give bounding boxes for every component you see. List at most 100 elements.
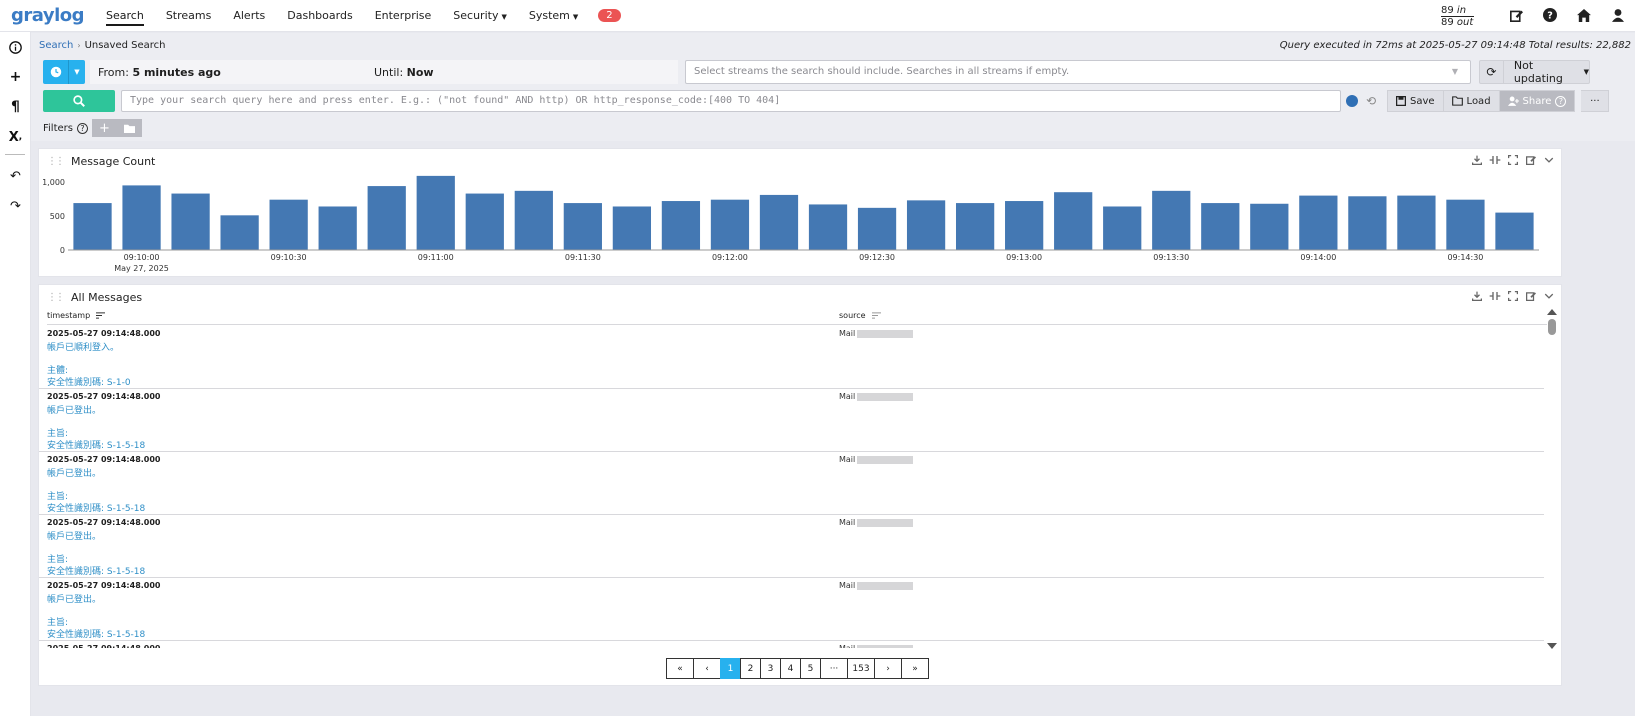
undo-icon[interactable]: ↶: [10, 168, 21, 184]
query-validation-icon[interactable]: [1346, 95, 1358, 107]
sort-icon[interactable]: [96, 312, 106, 319]
time-range-type-button[interactable]: ▼: [43, 60, 85, 84]
breadcrumb-search-link[interactable]: Search: [39, 40, 74, 51]
query-input[interactable]: Type your search query here and press en…: [121, 90, 1341, 112]
page-button-1[interactable]: ‹: [693, 658, 721, 679]
page-button-4[interactable]: 3: [760, 658, 781, 679]
variable-icon[interactable]: X,: [8, 129, 23, 145]
nav-item-alerts[interactable]: Alerts: [233, 8, 266, 22]
scrollbar[interactable]: [1547, 309, 1557, 649]
pilcrow-icon[interactable]: ¶: [11, 99, 20, 115]
notification-badge[interactable]: 2: [598, 9, 621, 22]
chart-bar[interactable]: [759, 194, 799, 250]
chart-bar[interactable]: [318, 206, 357, 250]
nav-item-dashboards[interactable]: Dashboards: [287, 8, 353, 22]
table-row[interactable]: 2025-05-27 09:14:48.000 Mail 帳戶已登出。 主旨: 安全性識…: [39, 452, 1544, 515]
redo-icon[interactable]: ↷: [10, 198, 21, 214]
edit-icon[interactable]: [1525, 154, 1537, 166]
chart-bar[interactable]: [1397, 195, 1436, 250]
plus-icon[interactable]: +: [9, 69, 22, 85]
time-range-display[interactable]: From: 5 minutes ago Until: Now: [90, 60, 678, 84]
chart-bar[interactable]: [1348, 196, 1387, 250]
drag-handle-icon[interactable]: ⋮⋮: [47, 156, 65, 167]
chart-bar[interactable]: [1005, 201, 1044, 250]
chart-bar[interactable]: [808, 204, 848, 250]
table-row[interactable]: 2025-05-27 09:14:48.000 Mail 帳戶已順利登入。 主體: 安全…: [39, 326, 1544, 389]
chart-bar[interactable]: [1103, 206, 1142, 250]
table-row[interactable]: 2025-05-27 09:14:48.000 Mail 帳戶已登出。 主旨: 安全性識…: [39, 389, 1544, 452]
chart-bar[interactable]: [514, 190, 553, 250]
nav-item-system[interactable]: System ▼: [528, 8, 579, 22]
focus-icon[interactable]: [1489, 290, 1501, 302]
column-timestamp[interactable]: timestamp: [47, 311, 106, 320]
chart-bar[interactable]: [465, 193, 504, 250]
focus-icon[interactable]: [1489, 154, 1501, 166]
download-icon[interactable]: [1471, 290, 1483, 302]
nav-item-streams[interactable]: Streams: [165, 8, 212, 22]
chart-bar[interactable]: [122, 185, 161, 250]
page-button-8[interactable]: 153: [847, 658, 875, 679]
throughput-indicator[interactable]: 89 in 89 out: [1441, 5, 1475, 28]
page-button-9[interactable]: ›: [874, 658, 902, 679]
chart-bar[interactable]: [1250, 203, 1289, 250]
chevron-down-icon[interactable]: [1543, 154, 1555, 166]
graylog-logo[interactable]: graylog: [11, 5, 85, 26]
edit-icon[interactable]: [1507, 6, 1525, 24]
chart-bar[interactable]: [710, 199, 750, 250]
page-button-6[interactable]: 5: [800, 658, 821, 679]
chart-bar[interactable]: [367, 186, 406, 250]
search-button[interactable]: [43, 90, 115, 112]
chart-bar[interactable]: [906, 200, 946, 250]
help-icon[interactable]: ?: [1541, 6, 1559, 24]
chevron-down-icon[interactable]: [1543, 290, 1555, 302]
chart-bar[interactable]: [1152, 190, 1191, 250]
chart-bar[interactable]: [661, 201, 701, 250]
chart-bar[interactable]: [1446, 199, 1485, 250]
expand-icon[interactable]: [1507, 154, 1519, 166]
add-filter-button[interactable]: +: [91, 119, 117, 137]
chart-bar[interactable]: [1201, 203, 1240, 250]
download-icon[interactable]: [1471, 154, 1483, 166]
help-icon[interactable]: ?: [76, 122, 88, 134]
nav-item-search[interactable]: Search: [106, 0, 144, 32]
chart-bar[interactable]: [73, 203, 112, 250]
chart-bar[interactable]: [269, 199, 308, 250]
page-button-2[interactable]: 1: [720, 658, 741, 679]
chart-bar[interactable]: [857, 207, 897, 250]
page-button-7[interactable]: ···: [820, 658, 848, 679]
nav-item-security[interactable]: Security ▼: [453, 8, 507, 22]
table-row[interactable]: 2025-05-27 09:14:48.000 Mail: [39, 641, 1544, 648]
streams-select[interactable]: Select streams the search should include…: [685, 60, 1471, 84]
expand-icon[interactable]: [1507, 290, 1519, 302]
page-button-5[interactable]: 4: [780, 658, 801, 679]
share-button[interactable]: Share ?: [1499, 90, 1576, 112]
chart-bar[interactable]: [563, 203, 602, 250]
sort-icon[interactable]: [871, 312, 881, 319]
page-button-3[interactable]: 2: [740, 658, 761, 679]
info-icon[interactable]: [0, 32, 31, 62]
drag-handle-icon[interactable]: ⋮⋮: [47, 292, 65, 303]
chart-bar[interactable]: [1054, 192, 1093, 250]
scroll-down-icon[interactable]: [1547, 643, 1557, 649]
chart-bar[interactable]: [612, 206, 652, 250]
table-row[interactable]: 2025-05-27 09:14:48.000 Mail 帳戶已登出。 主旨: 安全性識…: [39, 578, 1544, 641]
user-icon[interactable]: [1609, 6, 1627, 24]
save-button[interactable]: Save: [1387, 90, 1444, 112]
chart-bar[interactable]: [220, 215, 259, 250]
chart-bar[interactable]: [1495, 212, 1534, 250]
load-filter-button[interactable]: [116, 119, 142, 137]
refresh-controls[interactable]: ⟳ Not updating ▼: [1479, 59, 1590, 85]
history-icon[interactable]: ⟲: [1366, 94, 1377, 108]
chart-bar[interactable]: [1299, 195, 1338, 250]
page-button-10[interactable]: »: [901, 658, 929, 679]
chart-bar[interactable]: [171, 193, 210, 250]
edit-icon[interactable]: [1525, 290, 1537, 302]
column-source[interactable]: source: [839, 311, 881, 320]
chart-bar[interactable]: [955, 203, 995, 250]
home-icon[interactable]: [1575, 6, 1593, 24]
nav-item-enterprise[interactable]: Enterprise: [374, 8, 432, 22]
message-count-chart[interactable]: 0 500 1,000 09:10:00 May 27, 2025 09:10:30 09:…: [39, 149, 1563, 278]
scroll-up-icon[interactable]: [1547, 309, 1557, 315]
page-button-0[interactable]: «: [666, 658, 694, 679]
load-button[interactable]: Load: [1443, 90, 1500, 112]
